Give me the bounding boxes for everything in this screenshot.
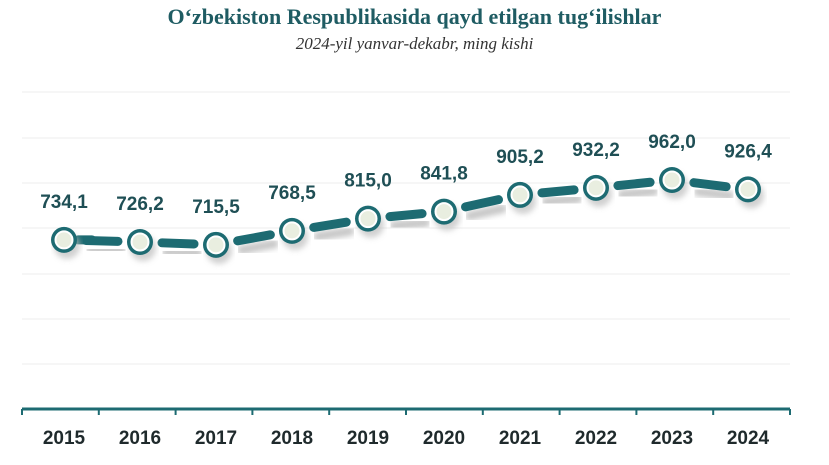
x-tick-label-2021: 2021 <box>499 428 542 449</box>
data-point-inner <box>54 230 74 250</box>
x-tick-label-2015: 2015 <box>43 428 86 449</box>
data-point-inner <box>130 232 150 252</box>
line-segment-shadow <box>541 194 583 207</box>
x-tick-label-2019: 2019 <box>347 428 389 449</box>
value-label-2024: 926,4 <box>724 141 772 162</box>
line-segment <box>460 195 504 212</box>
line-segment-shadow <box>161 247 203 258</box>
value-label-2019: 815,0 <box>344 171 392 192</box>
chart-title: O‘zbekiston Respublikasida qayd etilgan … <box>167 4 662 29</box>
x-tick-label-2022: 2022 <box>575 428 617 449</box>
line-segment <box>233 230 275 246</box>
data-point-inner <box>434 202 454 222</box>
x-axis <box>21 407 791 415</box>
x-tick-label-2016: 2016 <box>119 428 161 449</box>
data-point-inner <box>206 235 226 255</box>
line-segment-shadow <box>464 204 508 221</box>
value-label-2020: 841,8 <box>420 164 468 185</box>
line-segment-shadow <box>237 239 279 255</box>
value-label-2016: 726,2 <box>116 194 164 215</box>
value-label-2022: 932,2 <box>572 140 620 161</box>
x-tick-label-2020: 2020 <box>423 428 465 449</box>
x-tick-label-2017: 2017 <box>195 428 237 449</box>
line-segment <box>613 177 655 191</box>
data-point-inner <box>510 185 530 205</box>
data-point-inner <box>662 170 682 190</box>
series-line <box>73 177 731 249</box>
value-labels: 734,1 726,2 715,5 768,5 815,0 841,8 905,2 932,2… <box>40 132 772 218</box>
line-segment <box>309 217 351 232</box>
value-label-2021: 905,2 <box>496 147 544 168</box>
value-label-2018: 768,5 <box>268 183 316 204</box>
data-point-inner <box>358 209 378 229</box>
data-point-inner <box>738 179 758 199</box>
line-segment <box>385 209 427 222</box>
line-segment-shadow <box>617 186 659 200</box>
line-segment <box>157 238 199 249</box>
line-segment-shadow <box>389 218 431 231</box>
x-tick-label-2024: 2024 <box>727 428 770 449</box>
line-segment-shadow <box>313 226 355 241</box>
x-tick-labels: 2015 2016 2017 2018 2019 2020 2021 2022 2023 2024 <box>43 428 770 449</box>
data-point-inner <box>282 221 302 241</box>
line-segment-shadow <box>85 245 127 255</box>
line-shadow <box>85 186 735 258</box>
x-tick-label-2023: 2023 <box>651 428 693 449</box>
x-tick-label-2018: 2018 <box>271 428 313 449</box>
value-label-2015: 734,1 <box>40 192 88 213</box>
line-segment-shadow <box>693 187 735 201</box>
chart-subtitle: 2024-yil yanvar-dekabr, ming kishi <box>295 34 534 53</box>
gridlines <box>22 91 790 365</box>
line-segment <box>537 185 579 198</box>
line-segment <box>689 178 731 192</box>
data-point-inner <box>586 178 606 198</box>
value-label-2023: 962,0 <box>648 132 696 153</box>
markers <box>51 167 764 264</box>
value-label-2017: 715,5 <box>192 197 240 218</box>
